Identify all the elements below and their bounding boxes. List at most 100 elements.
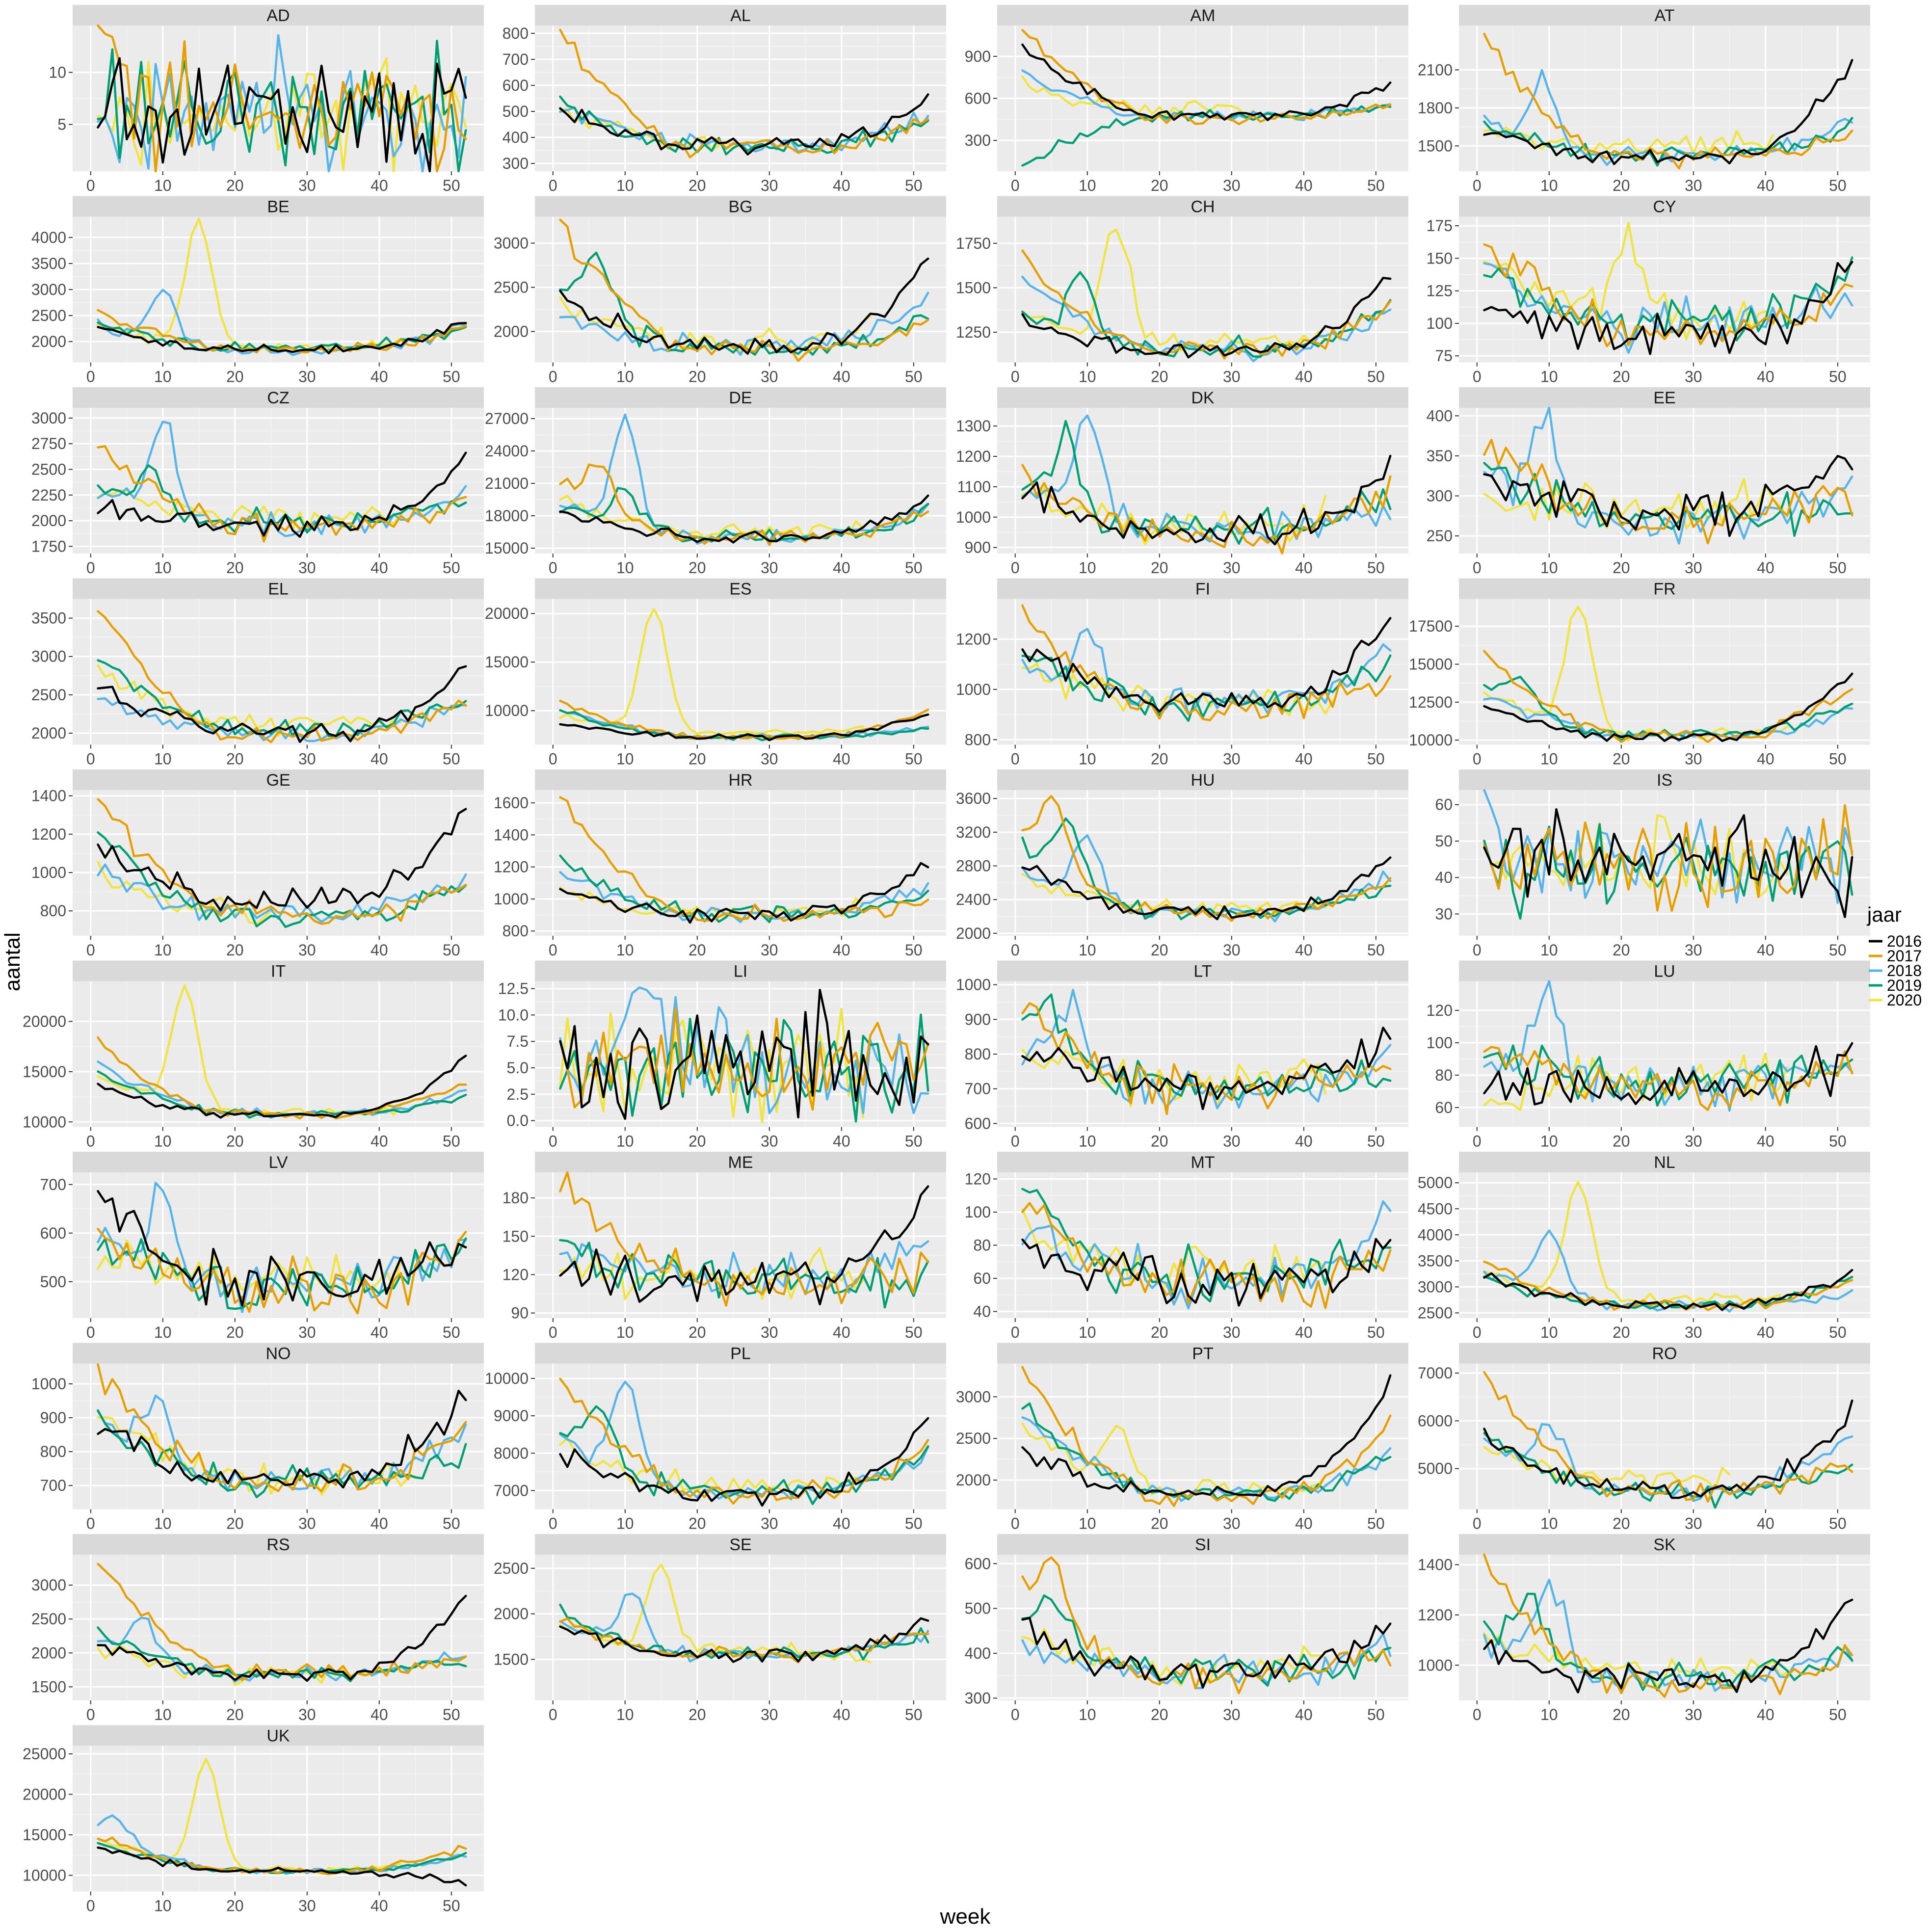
y-tick-label: 800 xyxy=(503,25,529,42)
x-tick-label: 0 xyxy=(1011,1133,1020,1150)
x-tick-label: 40 xyxy=(833,559,850,577)
x-tick-label: 50 xyxy=(443,177,460,194)
series-line-MT-2020 xyxy=(1021,1208,1327,1294)
series-line-CY-2019 xyxy=(1483,256,1853,346)
strip-EE xyxy=(1459,387,1870,408)
x-tick-label: 20 xyxy=(688,1133,706,1150)
series-line-EL-2017 xyxy=(97,610,467,743)
x-tick-label: 0 xyxy=(86,1706,95,1723)
x-tick-label: 50 xyxy=(905,1323,923,1341)
y-tick-label: 700 xyxy=(965,1080,991,1098)
x-tick-label: 20 xyxy=(226,750,244,768)
series-line-SK-2019 xyxy=(1483,1592,1853,1692)
series-line-EL-2016 xyxy=(97,665,467,743)
x-tick-label: 50 xyxy=(443,1515,460,1533)
strip-label-NO: NO xyxy=(266,1345,291,1363)
y-tick-label: 3500 xyxy=(31,255,66,272)
y-tick-label: 125 xyxy=(1427,282,1453,300)
panel-SK: SK 0 10 20 30 40 50 1000 1200 1400 xyxy=(1418,1534,1870,1723)
x-tick-label: 50 xyxy=(443,1706,460,1723)
x-tick-label: 20 xyxy=(1151,177,1168,194)
y-tick-label: 900 xyxy=(965,539,991,556)
y-tick-label: 2000 xyxy=(956,1471,991,1489)
series-line-AT-2016 xyxy=(1483,59,1853,165)
y-tick-label: 600 xyxy=(965,90,991,107)
y-tick-label: 800 xyxy=(965,731,991,748)
panel-GE: GE 0 10 20 30 40 50 800 1000 1200 1400 xyxy=(31,769,484,959)
y-tick-label: 5000 xyxy=(1418,1174,1453,1191)
strip-label-AL: AL xyxy=(730,6,751,25)
x-tick-label: 0 xyxy=(549,177,557,194)
x-tick-label: 30 xyxy=(298,1515,316,1533)
x-tick-label: 40 xyxy=(371,941,388,959)
x-tick-label: 10 xyxy=(154,941,172,959)
y-tick-label: 80 xyxy=(1435,1066,1453,1084)
x-tick-label: 50 xyxy=(1829,1133,1847,1150)
x-tick-label: 0 xyxy=(1011,750,1020,768)
series-line-GE-2016 xyxy=(97,808,467,912)
y-tick-label: 2000 xyxy=(31,1644,66,1662)
y-tick-label: 150 xyxy=(1427,249,1453,267)
x-tick-label: 40 xyxy=(1757,1515,1774,1533)
x-tick-label: 50 xyxy=(1829,941,1847,959)
y-tick-label: 2500 xyxy=(31,686,66,704)
x-tick-label: 50 xyxy=(1367,177,1385,194)
panel-CY: CY 0 10 20 30 40 50 75 100 125 150 175 xyxy=(1427,196,1870,386)
x-tick-label: 40 xyxy=(1757,941,1774,959)
series-line-SE-2016 xyxy=(559,1617,929,1663)
x-tick-label: 10 xyxy=(1079,559,1096,577)
y-tick-label: 3000 xyxy=(31,409,66,427)
x-tick-label: 40 xyxy=(1295,750,1313,768)
y-tick-label: 600 xyxy=(503,77,529,94)
series-line-AM-2018 xyxy=(1021,69,1392,122)
strip-CZ xyxy=(73,387,484,408)
panel-AD: AD 0 10 20 30 40 50 5 10 xyxy=(49,5,484,194)
series-line-AM-2017 xyxy=(1021,29,1392,125)
y-tick-label: 20000 xyxy=(485,605,529,622)
series-line-UK-2016 xyxy=(97,1846,467,1887)
y-tick-label: 100 xyxy=(1427,315,1453,332)
series-line-LV-2016 xyxy=(97,1190,467,1307)
x-tick-label: 0 xyxy=(86,1323,95,1341)
x-tick-label: 30 xyxy=(1685,1515,1702,1533)
y-tick-label: 1500 xyxy=(31,1678,66,1695)
x-tick-label: 30 xyxy=(298,750,316,768)
x-tick-label: 20 xyxy=(1151,941,1168,959)
x-tick-label: 40 xyxy=(1757,559,1774,577)
y-tick-label: 1200 xyxy=(956,448,991,465)
y-tick-label: 75 xyxy=(1435,347,1453,365)
series-line-CZ-2019 xyxy=(97,464,467,534)
y-tick-label: 300 xyxy=(965,132,991,149)
x-tick-label: 40 xyxy=(833,177,850,194)
y-tick-label: 700 xyxy=(40,1477,66,1494)
panel-ES: ES 0 10 20 30 40 50 10000 15000 20000 xyxy=(485,578,946,768)
series-line-DK-2019 xyxy=(1021,420,1392,545)
y-tick-label: 1000 xyxy=(1418,1656,1453,1674)
strip-label-BE: BE xyxy=(267,198,289,216)
x-tick-label: 0 xyxy=(549,1133,557,1150)
y-axis-title: aantal xyxy=(0,932,25,991)
x-tick-label: 40 xyxy=(833,1706,850,1723)
panel-EE: EE 0 10 20 30 40 50 250 300 350 400 xyxy=(1427,387,1870,577)
y-tick-label: 1000 xyxy=(956,508,991,526)
panel-LU: LU 0 10 20 30 40 50 60 80 100 120 xyxy=(1427,960,1870,1150)
y-tick-label: 4000 xyxy=(1418,1226,1453,1244)
strip-label-HR: HR xyxy=(728,771,752,790)
x-tick-label: 40 xyxy=(371,1706,388,1723)
series-line-HR-2016 xyxy=(559,862,929,924)
series-line-HR-2017 xyxy=(559,796,929,922)
strip-label-LV: LV xyxy=(268,1153,288,1172)
series-line-CZ-2017 xyxy=(97,445,467,543)
y-tick-label: 40 xyxy=(973,1303,991,1321)
plot-background xyxy=(1459,599,1870,745)
y-tick-label: 700 xyxy=(40,1176,66,1193)
panel-BE: BE 0 10 20 30 40 50 2000 2500 3000 3500 4000 xyxy=(31,196,484,386)
y-tick-label: 60 xyxy=(973,1270,991,1287)
x-tick-label: 50 xyxy=(1367,1133,1385,1150)
y-tick-label: 2000 xyxy=(31,512,66,529)
series-line-LI-2018 xyxy=(559,986,929,1114)
series-line-FR-2017 xyxy=(1483,650,1853,743)
x-tick-label: 40 xyxy=(1757,1706,1774,1723)
x-tick-label: 20 xyxy=(1613,177,1630,194)
x-tick-label: 50 xyxy=(905,559,923,577)
